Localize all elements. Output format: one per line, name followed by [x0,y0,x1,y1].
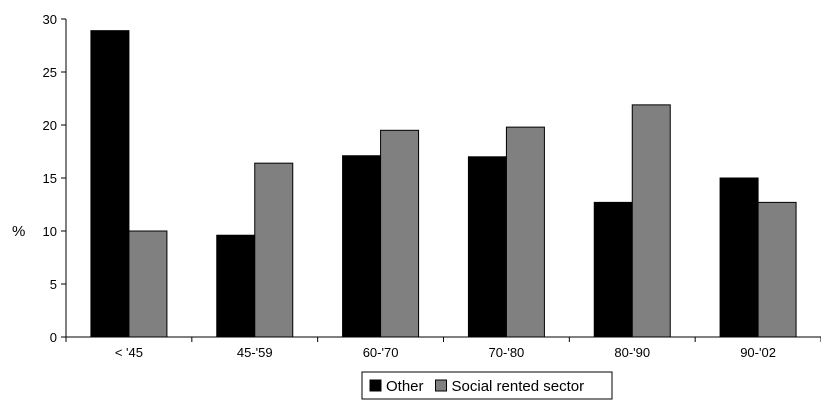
x-category-label-4: 80-'90 [614,345,650,360]
x-category-label-2: 60-'70 [363,345,399,360]
x-category-label-5: 90-'02 [740,345,776,360]
legend-box [361,371,613,400]
y-tick-label-6: 30 [43,12,57,27]
bar-other-2 [342,155,382,338]
legend-label-0: Other [386,378,424,395]
bar-social-rented-2 [380,129,420,338]
bar-other-1 [216,234,256,338]
y-tick-label-2: 10 [43,224,57,239]
bar-other-0 [90,30,130,338]
bar-social-rented-0 [128,230,168,338]
legend-swatch-0 [369,379,382,392]
y-tick-label-4: 20 [43,118,57,133]
bar-social-rented-3 [505,126,545,338]
y-tick-label-3: 15 [43,171,57,186]
x-category-label-3: 70-'80 [489,345,525,360]
bar-other-4 [593,201,633,338]
y-tick-label-0: 0 [50,330,57,345]
bar-other-3 [467,156,507,338]
legend: Other Social rented sector [361,371,613,400]
axes-layer: 0 5 10 15 20 25 30 < '45 45-'59 60-'70 70-'80 80-'9… [43,12,821,360]
bar-other-5 [719,177,759,338]
x-category-label-1: 45-'59 [237,345,273,360]
bar-social-rented-4 [631,104,671,338]
y-tick-label-1: 5 [50,277,57,292]
bars-layer [90,30,797,338]
legend-label-1: Social rented sector [452,378,585,395]
y-axis-title: % [12,223,25,240]
x-category-label-0: < '45 [115,345,143,360]
bar-social-rented-1 [254,162,294,338]
bar-social-rented-5 [757,201,797,338]
legend-swatch-1 [435,379,448,392]
y-tick-label-5: 25 [43,65,57,80]
